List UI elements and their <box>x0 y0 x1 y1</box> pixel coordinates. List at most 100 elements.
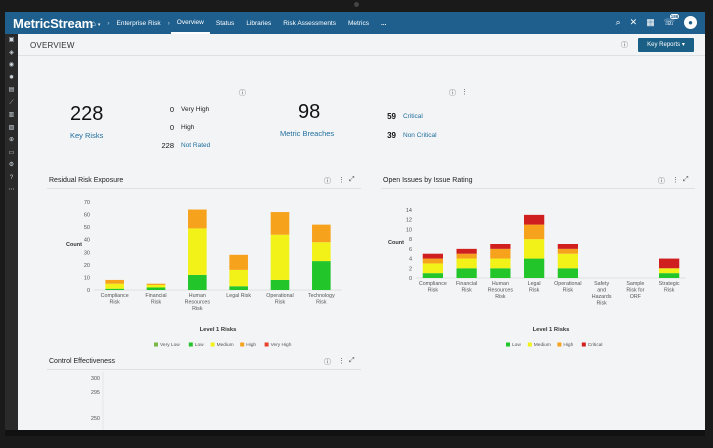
non-critical-label[interactable]: Non Critical <box>403 132 437 139</box>
rail-search-icon[interactable]: ⊕ <box>8 137 15 143</box>
tab-status[interactable]: Status <box>215 19 235 27</box>
not-rated-label[interactable]: Not Rated <box>181 142 211 149</box>
legend-swatch <box>264 342 269 347</box>
home-icon[interactable]: ⌂ ▾ <box>91 18 101 28</box>
chart1-help-icon[interactable]: ⓘ <box>324 178 331 185</box>
home-caret: ▾ <box>97 21 101 28</box>
bar-segment-medium <box>659 268 680 274</box>
legend-swatch <box>581 342 586 347</box>
bar-segment-high <box>456 253 477 259</box>
bar-segment-high <box>270 212 290 235</box>
critical-label[interactable]: Critical <box>403 113 423 120</box>
kpi-menu-icon[interactable]: ⋮ <box>461 89 468 96</box>
rail-map-icon[interactable]: ◈ <box>9 49 14 56</box>
x-tick-label: Human <box>189 293 206 299</box>
bar-segment-medium <box>188 228 207 275</box>
legend-label: High <box>563 342 573 348</box>
y-tick-label: 0 <box>87 288 90 294</box>
chart1-expand-icon[interactable]: ⤢ <box>349 176 355 183</box>
legend-swatch <box>506 342 510 347</box>
legend-label: Medium <box>217 342 234 348</box>
x-tick-label: Risk <box>529 288 540 294</box>
y-tick-label: 250 <box>91 416 100 422</box>
not-rated-count: 228 <box>161 141 174 150</box>
tools-icon[interactable]: ✕ <box>629 17 638 27</box>
bar-segment-critical <box>422 253 443 259</box>
main-content: OVERVIEW ⓘ Key Reports ▾ ⓘ ⓘ ⋮ 228 Key R… <box>18 34 705 436</box>
rail-gear-icon[interactable]: ✹ <box>8 74 15 81</box>
bar-segment-medium <box>312 242 331 262</box>
bar-segment-low <box>557 268 578 278</box>
bar-segment-low <box>490 268 511 278</box>
tab-risk-assessments[interactable]: Risk Assessments <box>283 19 336 27</box>
rail-home-icon[interactable]: ▣ <box>8 37 15 43</box>
x-tick-label: Risk <box>151 300 162 306</box>
page-header: OVERVIEW ⓘ Key Reports ▾ <box>18 34 705 56</box>
rail-help-icon[interactable]: ? <box>9 174 14 181</box>
camera-dot <box>354 2 359 7</box>
y-axis-label: Count <box>66 242 82 248</box>
x-tick-label: Risk <box>316 300 327 306</box>
nav-enterprise-risk[interactable]: Enterprise Risk <box>116 19 161 27</box>
rail-folder-icon[interactable]: ▥ <box>8 112 15 118</box>
rail-shield-icon[interactable]: ◉ <box>8 62 15 68</box>
bar-segment-high <box>524 224 545 240</box>
help-icon[interactable]: ⓘ <box>621 42 628 49</box>
chart1-menu-icon[interactable]: ⋮ <box>338 177 345 184</box>
bar-segment-medium <box>105 283 124 289</box>
open-issues-title: Open Issues by Issue Rating <box>383 177 473 184</box>
very-high-label: Very High <box>181 106 210 113</box>
chart3-menu-icon[interactable]: ⋮ <box>338 358 345 365</box>
rail-more-icon[interactable]: ⋯ <box>8 187 15 193</box>
rail-doc-icon[interactable]: ▤ <box>8 87 15 93</box>
rail-list-icon[interactable]: ▧ <box>8 124 15 131</box>
bar-segment-high <box>146 283 166 285</box>
x-tick-label: and <box>597 288 606 294</box>
search-icon[interactable]: ⌕ <box>615 17 621 27</box>
y-tick-label: 12 <box>406 218 412 224</box>
y-tick-label: 2 <box>409 266 412 272</box>
chart2-menu-icon[interactable]: ⋮ <box>672 177 679 184</box>
key-risks-value: 228 <box>70 103 104 125</box>
chart3-expand-icon[interactable]: ⤢ <box>349 357 355 364</box>
tab-overview[interactable]: Overview <box>170 12 210 34</box>
bar-segment-low <box>456 268 477 278</box>
x-tick-label: Risk <box>110 300 121 306</box>
rail-box-icon[interactable]: ▭ <box>8 149 15 156</box>
notifications-icon[interactable]: ☏ 186 <box>663 14 680 27</box>
avatar[interactable]: ● <box>684 16 697 29</box>
legend-label: Very High <box>271 342 292 348</box>
chart2-help-icon[interactable]: ⓘ <box>658 178 665 185</box>
bar-segment-medium <box>422 263 443 274</box>
bar-segment-high <box>312 224 331 243</box>
rail-settings-icon[interactable]: ⚙ <box>8 162 15 168</box>
key-reports-button[interactable]: Key Reports ▾ <box>638 38 694 52</box>
high-count: 0 <box>169 123 174 132</box>
calendar-icon[interactable]: ▦ <box>646 17 655 27</box>
bar-segment-critical <box>659 258 680 269</box>
tab-metrics[interactable]: Metrics <box>348 19 369 27</box>
kpi-help-icon[interactable]: ⓘ <box>239 90 246 97</box>
chart2-expand-icon[interactable]: ⤢ <box>683 176 689 183</box>
chart3-help-icon[interactable]: ⓘ <box>324 359 331 366</box>
app-logo[interactable]: MetricStream <box>13 15 93 31</box>
residual-risk-title: Residual Risk Exposure <box>49 177 124 184</box>
metric-breaches-label[interactable]: Metric Breaches <box>280 129 335 138</box>
y-tick-label: 60 <box>84 213 90 219</box>
x-tick-label: Hazards <box>592 294 612 300</box>
y-tick-label: 14 <box>406 208 412 214</box>
y-tick-label: 30 <box>84 250 90 256</box>
x-tick-label: Risk <box>275 300 286 306</box>
bar-segment-medium <box>146 284 166 288</box>
rail-chart-icon[interactable]: ⟋ <box>9 99 14 106</box>
key-risks-label[interactable]: Key Risks <box>70 131 104 140</box>
tab-libraries[interactable]: Libraries <box>246 19 272 27</box>
x-tick-label: Legal <box>528 281 541 287</box>
x-tick-label: Risk <box>192 306 203 312</box>
breadcrumb-nav: ⌂ ▾ › Enterprise Risk › Overview Status L… <box>85 12 392 34</box>
kpi-help-icon-2[interactable]: ⓘ <box>449 90 456 97</box>
more-tabs-button[interactable]: ... <box>380 19 387 27</box>
x-tick-label: Operational <box>266 293 293 299</box>
critical-count: 59 <box>387 112 396 121</box>
bar-segment-medium <box>229 269 248 287</box>
